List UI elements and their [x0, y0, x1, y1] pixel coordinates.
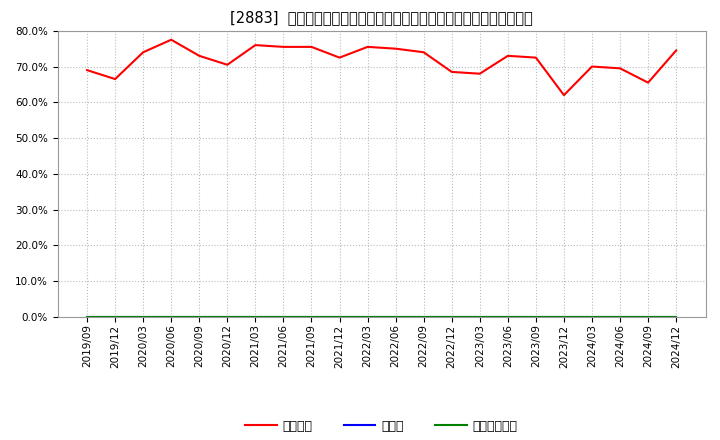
自己資本	[447, 69, 456, 74]
のれん	[251, 314, 260, 319]
自己資本	[167, 37, 176, 42]
繰延税金資産	[195, 314, 204, 319]
のれん	[419, 314, 428, 319]
繰延税金資産	[588, 314, 596, 319]
繰延税金資産	[616, 314, 624, 319]
のれん	[531, 314, 540, 319]
のれん	[111, 314, 120, 319]
自己資本	[419, 50, 428, 55]
のれん	[307, 314, 316, 319]
繰延税金資産	[83, 314, 91, 319]
自己資本	[588, 64, 596, 69]
のれん	[644, 314, 652, 319]
自己資本	[531, 55, 540, 60]
繰延税金資産	[531, 314, 540, 319]
繰延税金資産	[279, 314, 288, 319]
繰延税金資産	[167, 314, 176, 319]
繰延税金資産	[644, 314, 652, 319]
繰延税金資産	[364, 314, 372, 319]
繰延税金資産	[475, 314, 484, 319]
自己資本	[139, 50, 148, 55]
自己資本	[644, 80, 652, 85]
繰延税金資産	[672, 314, 680, 319]
のれん	[447, 314, 456, 319]
繰延税金資産	[503, 314, 512, 319]
自己資本	[503, 53, 512, 59]
繰延税金資産	[307, 314, 316, 319]
繰延税金資産	[336, 314, 344, 319]
繰延税金資産	[447, 314, 456, 319]
自己資本	[195, 53, 204, 59]
自己資本	[83, 67, 91, 73]
自己資本	[559, 92, 568, 98]
自己資本	[279, 44, 288, 50]
のれん	[336, 314, 344, 319]
自己資本	[111, 77, 120, 82]
Line: 自己資本: 自己資本	[87, 40, 676, 95]
のれん	[279, 314, 288, 319]
のれん	[195, 314, 204, 319]
自己資本	[391, 46, 400, 51]
のれん	[475, 314, 484, 319]
自己資本	[336, 55, 344, 60]
自己資本	[672, 48, 680, 53]
のれん	[588, 314, 596, 319]
繰延税金資産	[111, 314, 120, 319]
のれん	[559, 314, 568, 319]
のれん	[167, 314, 176, 319]
繰延税金資産	[419, 314, 428, 319]
自己資本	[251, 42, 260, 48]
Legend: 自己資本, のれん, 繰延税金資産: 自己資本, のれん, 繰延税金資産	[240, 414, 523, 437]
のれん	[391, 314, 400, 319]
自己資本	[364, 44, 372, 50]
自己資本	[616, 66, 624, 71]
繰延税金資産	[251, 314, 260, 319]
繰延税金資産	[559, 314, 568, 319]
自己資本	[223, 62, 232, 67]
のれん	[503, 314, 512, 319]
のれん	[672, 314, 680, 319]
Title: [2883]  自己資本、のれん、繰延税金資産の総資産に対する比率の推移: [2883] 自己資本、のれん、繰延税金資産の総資産に対する比率の推移	[230, 11, 533, 26]
のれん	[223, 314, 232, 319]
繰延税金資産	[223, 314, 232, 319]
自己資本	[475, 71, 484, 76]
のれん	[616, 314, 624, 319]
のれん	[83, 314, 91, 319]
自己資本	[307, 44, 316, 50]
のれん	[364, 314, 372, 319]
のれん	[139, 314, 148, 319]
繰延税金資産	[139, 314, 148, 319]
繰延税金資産	[391, 314, 400, 319]
